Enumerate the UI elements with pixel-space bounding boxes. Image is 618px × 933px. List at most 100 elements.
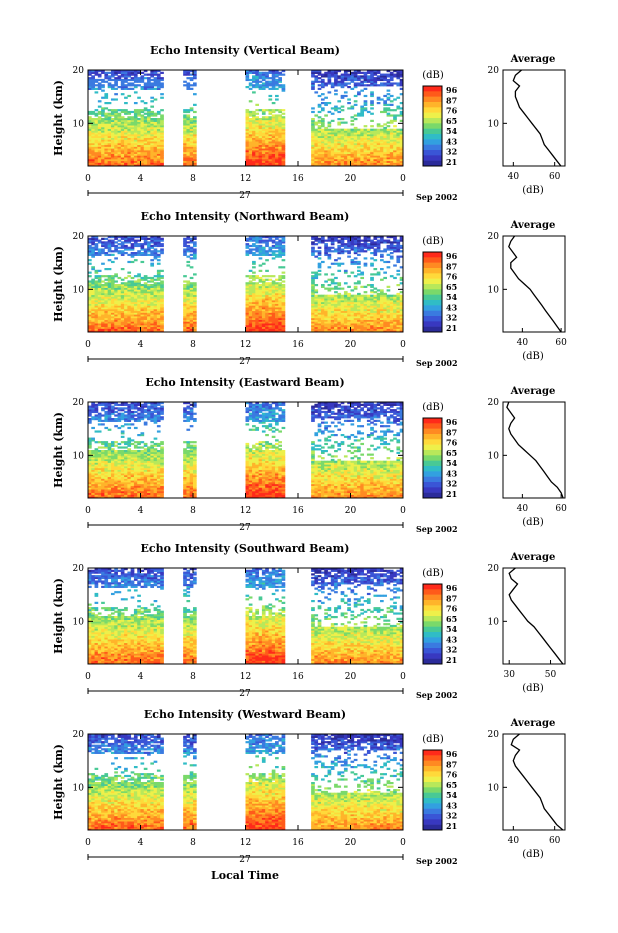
- heatmap-cell: [252, 84, 256, 86]
- colorbar-swatch: [423, 139, 442, 145]
- heatmap-cell: [341, 295, 345, 297]
- heatmap-cell: [246, 243, 250, 245]
- heatmap-cell: [344, 282, 348, 284]
- heatmap-cell: [111, 84, 115, 86]
- heatmap-cell: [383, 107, 387, 109]
- heatmap-cell: [183, 84, 187, 86]
- heatmap-cell: [118, 284, 122, 286]
- heatmap-cell: [144, 82, 148, 84]
- heatmap-cell: [268, 116, 272, 118]
- heatmap-cell: [347, 102, 351, 104]
- heatmap-cell: [259, 270, 263, 272]
- heatmap-cell: [137, 97, 141, 99]
- heatmap-cell: [321, 129, 325, 131]
- heatmap-cell: [141, 243, 145, 245]
- heatmap-cell: [265, 240, 269, 242]
- heatmap-cell: [387, 104, 391, 106]
- heatmap-cell: [108, 102, 112, 104]
- heatmap-cell: [341, 248, 345, 250]
- heatmap-cell: [104, 93, 108, 95]
- heatmap-cell: [387, 90, 391, 92]
- heatmap-cell: [131, 243, 135, 245]
- heatmap-cell: [357, 129, 361, 131]
- colorbar-swatch: [423, 134, 442, 140]
- heatmap-cell: [265, 72, 269, 74]
- colorbar-swatch: [423, 113, 442, 119]
- heatmap-cell: [383, 277, 387, 279]
- heatmap-cell: [387, 122, 391, 124]
- heatmap-cell: [131, 280, 135, 282]
- heatmap-cell: [157, 250, 161, 252]
- heatmap-cell: [154, 275, 158, 277]
- heatmap-cell: [387, 289, 391, 291]
- heatmap-cell: [373, 248, 377, 250]
- heatmap-cell: [364, 291, 368, 293]
- month-year-label: Sep 2002: [416, 192, 458, 202]
- heatmap-cell: [367, 284, 371, 286]
- heatmap-cell: [262, 72, 266, 74]
- heatmap-cell: [357, 113, 361, 115]
- heatmap-cell: [98, 82, 102, 84]
- heatmap-cell: [144, 107, 148, 109]
- heatmap-cell: [390, 104, 394, 106]
- heatmap-cell: [190, 88, 194, 90]
- heatmap-cell: [141, 109, 145, 111]
- heatmap-cell: [357, 266, 361, 268]
- heatmap-cell: [186, 280, 190, 282]
- heatmap-cell: [118, 247, 122, 249]
- colorbar-tick-label: 87: [446, 95, 457, 105]
- heatmap-cell: [387, 93, 391, 95]
- heatmap-cell: [314, 122, 318, 124]
- heatmap-cell: [157, 254, 161, 256]
- heatmap-cell: [160, 243, 164, 245]
- heatmap-cell: [331, 129, 335, 131]
- heatmap-cell: [275, 88, 279, 90]
- colorbar-tick-label: 32: [446, 147, 457, 157]
- colorbar-swatch: [423, 118, 442, 124]
- heatmap-cell: [275, 79, 279, 81]
- heatmap-cell: [373, 241, 377, 243]
- heatmap-cell: [259, 109, 263, 111]
- heatmap-cell: [337, 282, 341, 284]
- heatmap-cell: [354, 282, 358, 284]
- heatmap-cell: [255, 104, 259, 106]
- heatmap-cell: [341, 122, 345, 124]
- heatmap-cell: [111, 261, 115, 263]
- heatmap-cell: [387, 240, 391, 242]
- heatmap-cell: [101, 284, 105, 286]
- average-frame: [503, 70, 565, 166]
- heatmap-cell: [354, 286, 358, 288]
- heatmap-cell: [104, 238, 108, 240]
- heatmap-cell: [88, 272, 92, 274]
- heatmap-cell: [262, 240, 266, 242]
- heatmap-cell: [367, 75, 371, 77]
- heatmap-cell: [311, 118, 315, 120]
- heatmap-cell: [134, 91, 138, 93]
- heatmap-cell: [360, 90, 364, 92]
- heatmap-cell: [380, 279, 384, 281]
- heatmap-cell: [328, 295, 332, 297]
- heatmap-cell: [311, 111, 315, 113]
- colorbar-tick-label: 43: [446, 136, 458, 146]
- heatmap-cell: [259, 72, 263, 74]
- heatmap-cell: [347, 286, 351, 288]
- heatmap-cell: [186, 241, 190, 243]
- heatmap-cell: [150, 82, 154, 84]
- heatmap-cell: [334, 263, 338, 265]
- heatmap-cell: [354, 257, 358, 259]
- heatmap-cell: [272, 102, 276, 104]
- heatmap-1: [88, 236, 403, 332]
- heatmap-cell: [157, 118, 161, 120]
- heatmap-cell: [121, 279, 125, 281]
- heatmap-cell: [150, 277, 154, 279]
- heatmap-cell: [354, 82, 358, 84]
- heatmap-cell: [265, 250, 269, 252]
- heatmap-cell: [268, 279, 272, 281]
- heatmap-cell: [114, 273, 118, 275]
- heatmap-cell: [331, 273, 335, 275]
- heatmap-cell: [396, 106, 400, 108]
- heatmap-cell: [347, 98, 351, 100]
- heatmap-cell: [373, 77, 377, 79]
- heatmap-cell: [157, 270, 161, 272]
- heatmap-cell: [104, 102, 108, 104]
